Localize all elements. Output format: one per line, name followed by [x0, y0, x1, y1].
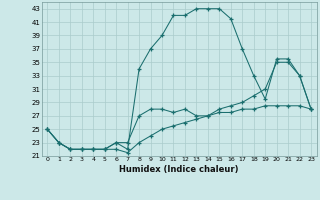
X-axis label: Humidex (Indice chaleur): Humidex (Indice chaleur) — [119, 165, 239, 174]
